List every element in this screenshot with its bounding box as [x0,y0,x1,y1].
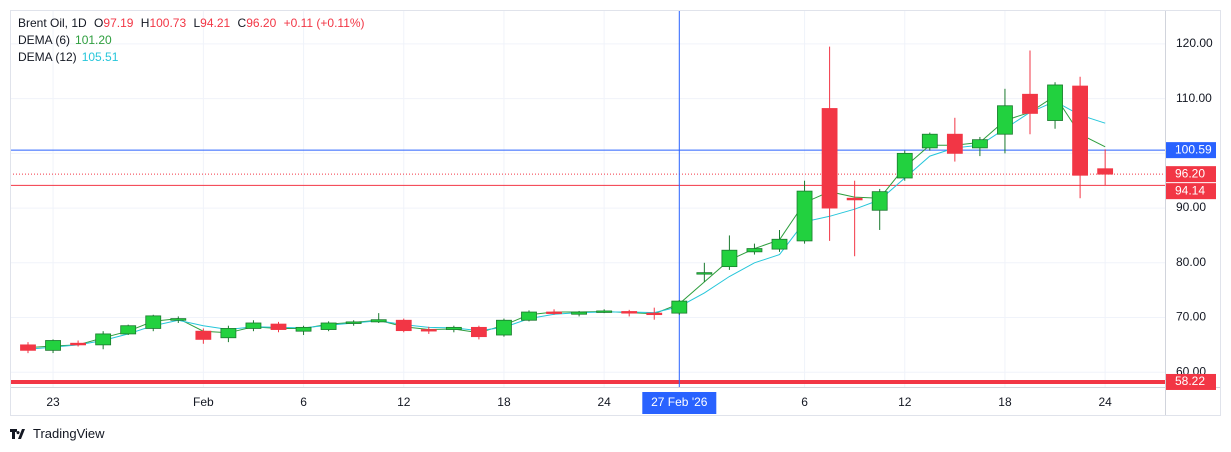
high-label: H [141,16,150,30]
candle-body [746,248,763,253]
candle-body [345,321,362,324]
change-pct: (+0.11%) [316,16,364,30]
candle-body [921,133,938,149]
candle-body [972,139,988,149]
candle-body [70,342,86,346]
candle-body [796,190,813,242]
high-value: 100.73 [149,16,186,30]
candle-body [946,133,963,154]
candle-body [571,311,587,315]
candle-body [521,311,537,321]
candle-body [1022,93,1038,114]
indicator-legend: DEMA (6) 101.20 DEMA (12) 105.51 [18,33,119,64]
y-tick-label: 110.00 [1176,91,1212,105]
x-tick-label: 24 [597,395,611,409]
candle-body [95,333,112,346]
candle-body [370,319,387,323]
indicator-value: 105.51 [82,50,119,64]
price-lines [10,10,1165,387]
candle-body [245,322,262,329]
crosshair-date-label: 27 Feb '26 [651,395,708,409]
candle-body [621,311,638,314]
candle-body [721,249,738,268]
crosshair-date-box [642,392,717,414]
candle-body [871,191,888,211]
candle-body [896,152,913,179]
price-label-box [1166,373,1216,390]
x-tick-label: Feb [193,395,214,409]
candle-body [671,300,688,314]
close-value: 96.20 [246,16,276,30]
low-value: 94.21 [200,16,230,30]
low-label: L [193,16,200,30]
candle-body [420,329,437,332]
candle-body [170,318,187,321]
candle-body [195,330,212,340]
candle-body [295,326,312,332]
change: +0.11 [284,16,314,30]
candle-body [821,108,838,209]
candle-body [445,326,462,330]
candle-body [997,105,1013,135]
candle-body [395,319,412,332]
candle-body [696,272,713,275]
indicator-value: 101.20 [75,33,112,47]
x-tick-label: 24 [1098,395,1112,409]
candle-body [646,312,663,316]
watermark: TradingView [10,426,105,441]
price-label-text: 58.22 [1175,374,1205,388]
candle-body [45,340,61,351]
symbol: Brent Oil, 1D [18,16,87,30]
y-tick-label: 90.00 [1176,200,1206,214]
indicator-name: DEMA (12) [18,50,77,64]
candle-body [220,328,237,339]
candle-body [20,344,36,351]
crosshair-price-label-text: 100.59 [1175,142,1212,156]
price-label-box [1166,183,1216,200]
close-label: C [238,16,247,30]
candle-body [1097,168,1114,175]
crosshair-price-label-box [1166,142,1216,159]
legend: Brent Oil, 1D O97.19 H100.73 L94.21 C96.… [18,16,365,30]
candle-body [470,326,487,338]
candle-body [1072,85,1088,176]
indicator-line [27,100,1106,350]
price-label-text: 96.20 [1175,166,1205,180]
open-label: O [94,16,103,30]
candle-body [1047,84,1063,121]
candle-body [546,311,562,314]
axes: 60.0070.0080.0090.00100.00110.00120.0023… [46,36,1216,414]
candle-body [846,197,863,201]
candle-body [320,322,337,330]
indicator-legend-entry: DEMA (6) 101.20 [18,33,112,47]
x-tick-label: 18 [998,395,1012,409]
x-tick-label: 18 [497,395,511,409]
candle-body [496,319,512,336]
logo [10,429,25,439]
x-tick-label: 12 [898,395,912,409]
candle-body [120,325,137,335]
x-tick-label: 12 [397,395,411,409]
x-tick-label: 6 [801,395,808,409]
candle-body [145,315,162,329]
x-tick-label: 6 [300,395,307,409]
watermark-text: TradingView [33,426,105,441]
candle-body [596,310,613,313]
candle-body [270,323,287,330]
y-tick-label: 120.00 [1176,36,1213,50]
price-label-box [1166,166,1216,183]
indicator-name: DEMA (6) [18,33,70,47]
price-label-text: 94.14 [1175,183,1205,197]
indicator-legend-entry: DEMA (12) 105.51 [18,50,119,64]
candle-body [771,238,788,250]
x-tick-label: 23 [46,395,60,409]
plot [20,46,1114,354]
y-tick-label: 80.00 [1176,255,1206,269]
open-value: 97.19 [103,16,133,30]
y-tick-label: 70.00 [1176,310,1206,324]
